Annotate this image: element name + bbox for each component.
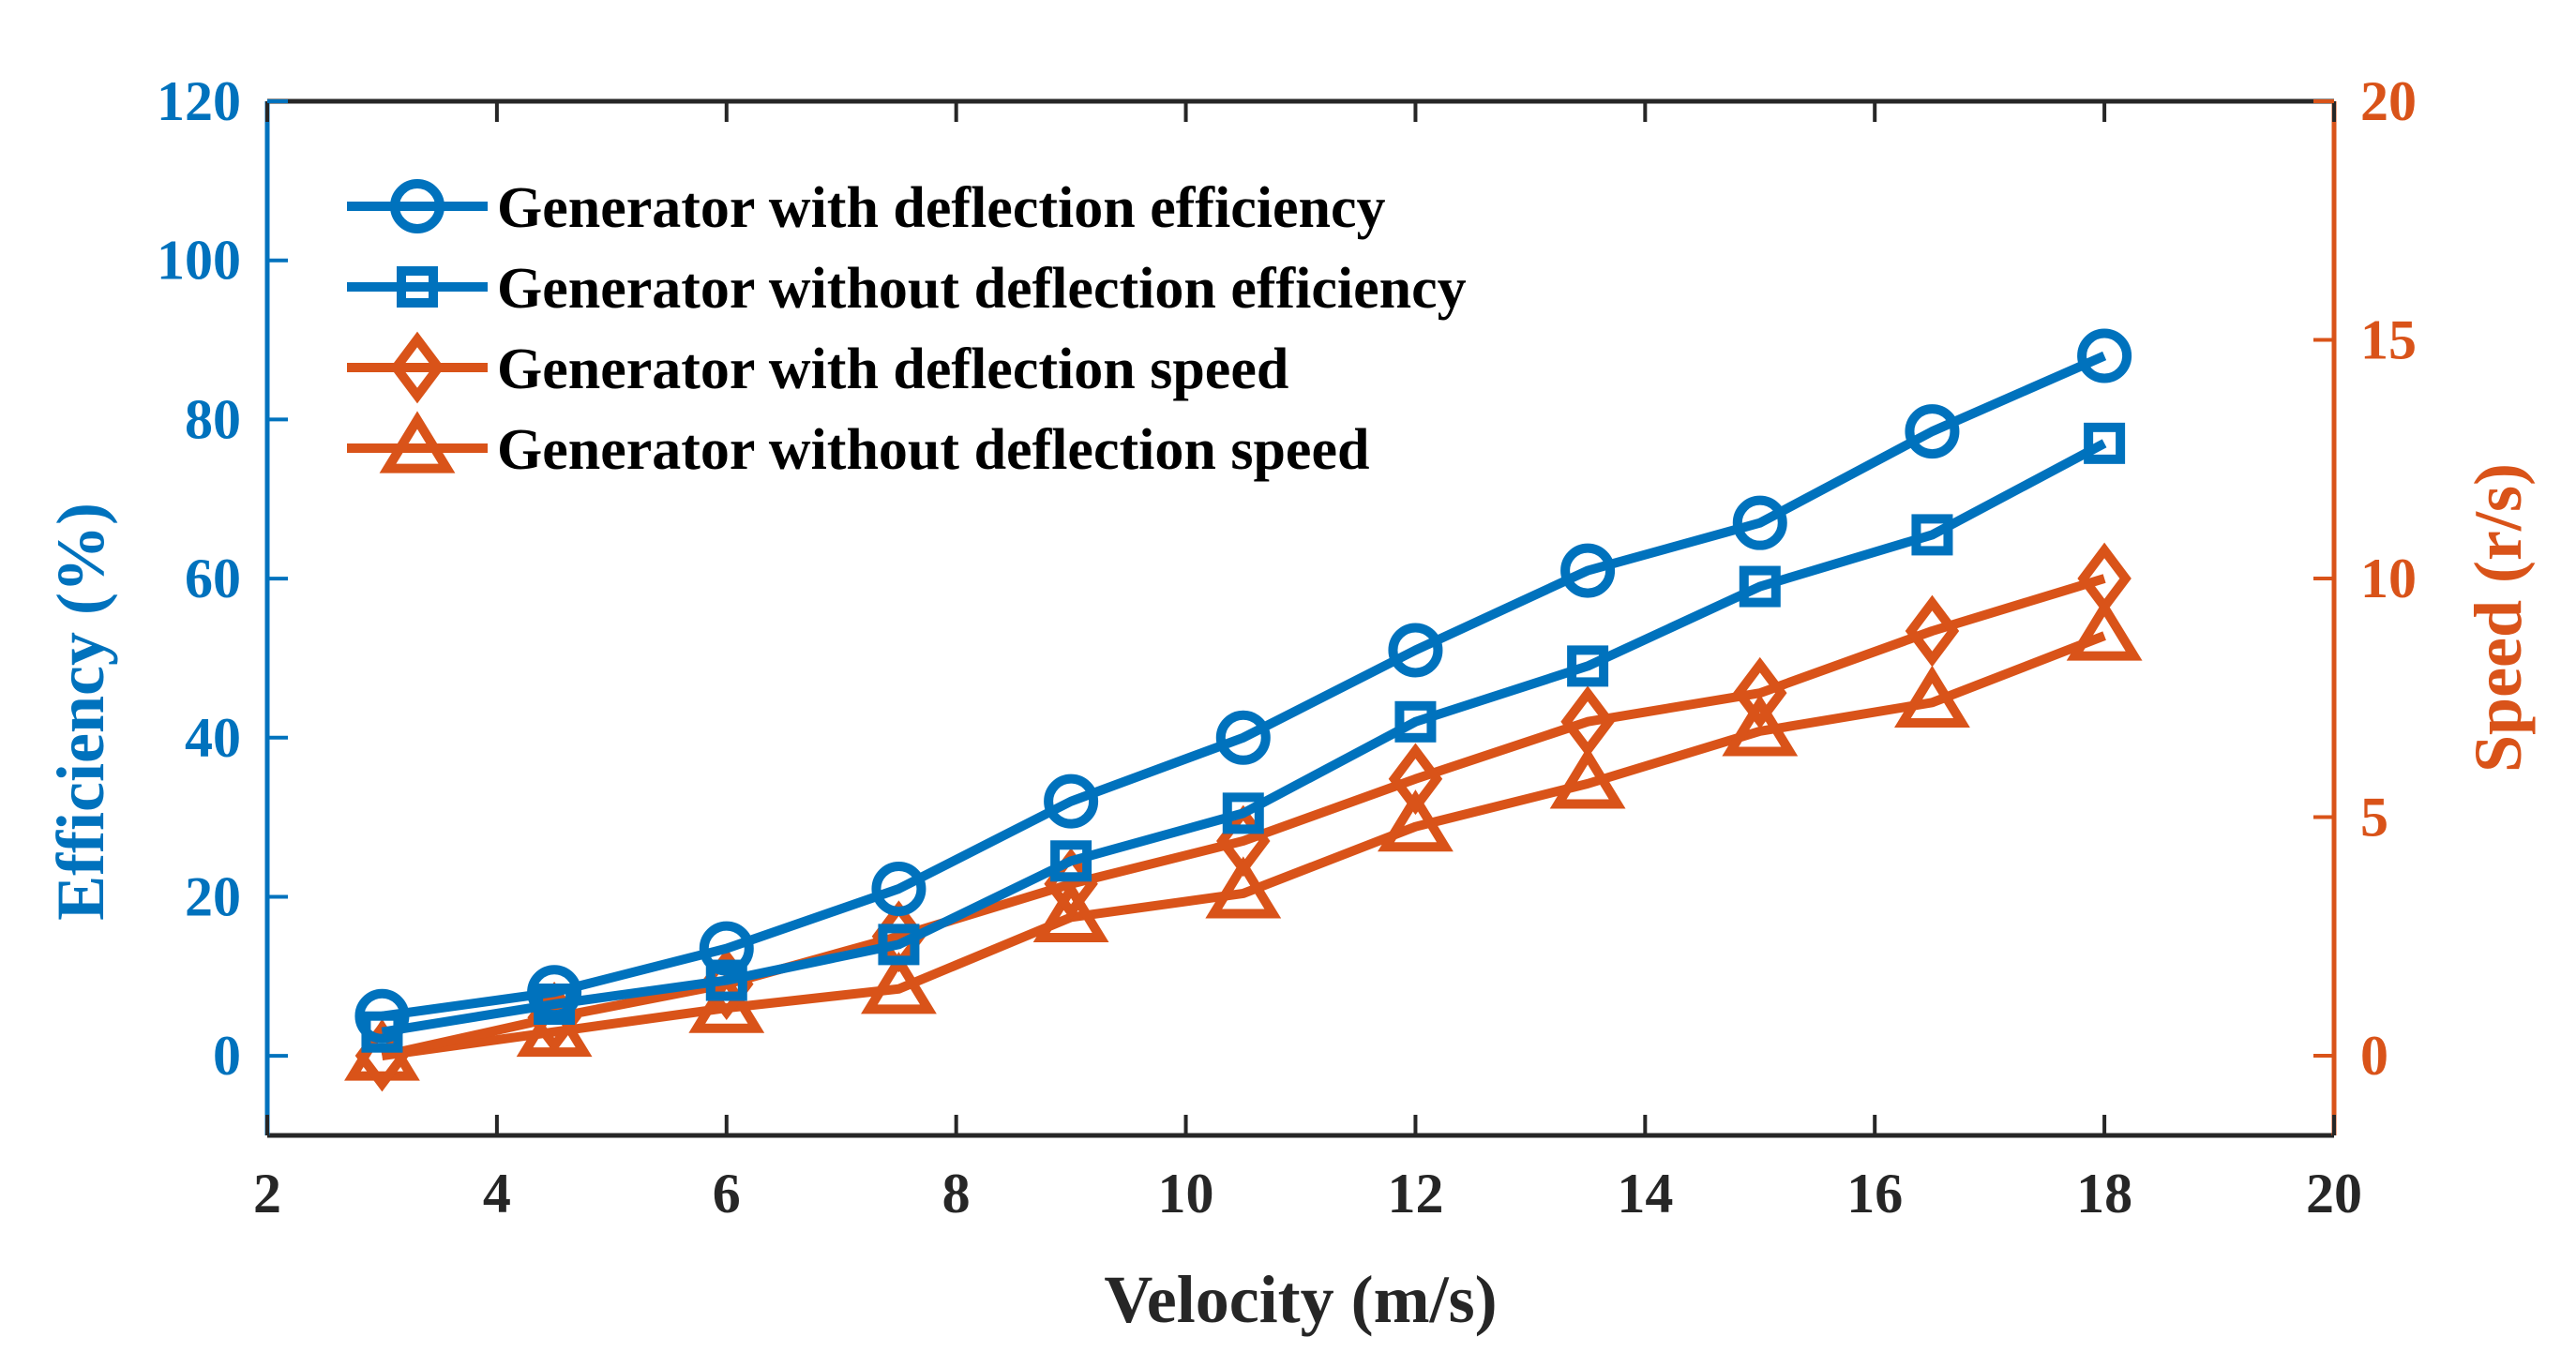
data-point-circle [1560,543,1616,598]
data-point-square [1222,792,1264,834]
data-point-square [1050,840,1092,882]
data-point-diamond [1560,685,1615,759]
legend-marker-triangle [379,411,456,473]
data-point-square [878,924,920,966]
legend-marker-square [397,266,438,308]
legend-entry: Generator without deflection efficiency [347,257,1467,321]
x-tick-label: 16 [1846,1163,1903,1224]
data-point-diamond [2077,542,2132,615]
y-right-tick-label: 20 [2360,70,2417,132]
data-point-circle [699,921,754,976]
x-tick-label: 14 [1617,1163,1673,1224]
data-point-square [705,959,747,1001]
data-point-triangle [1032,879,1109,942]
y-right-axis-label: Speed (r/s) [2461,463,2536,773]
data-point-triangle [861,952,937,1014]
data-point-diamond [1733,656,1787,729]
x-tick-label: 8 [942,1163,971,1224]
legend: Generator with deflection efficiency Gene… [347,176,1467,482]
y-left-axis-label: Efficiency (%) [43,503,118,921]
data-point-circle [2077,328,2132,383]
data-point-circle [1905,404,1960,459]
x-tick-label: 18 [2076,1163,2132,1224]
legend-label: Generator with deflection speed [497,338,1288,401]
data-point-diamond [1388,743,1443,816]
data-point-circle [527,965,582,1020]
x-tick-label: 4 [483,1163,511,1224]
legend-marker-circle [390,179,444,233]
legend-label: Generator without deflection speed [497,418,1369,482]
data-point-triangle [1894,665,1970,728]
data-point-circle [1215,710,1271,765]
data-point-circle [1044,774,1099,829]
x-tick-label: 2 [253,1163,281,1224]
series-circle [354,328,2132,1044]
data-point-circle [354,988,410,1044]
legend-marker-diamond [390,331,444,404]
data-point-triangle [2066,598,2143,661]
series-line [381,574,2106,1060]
data-point-triangle [1549,746,1626,809]
data-point-square [1394,700,1437,743]
legend-entry: Generator with deflection speed [347,331,1288,404]
legend-entry: Generator with deflection efficiency [347,176,1386,240]
y-left-tick-label: 60 [185,548,241,609]
data-point-triangle [1722,694,1799,757]
data-point-circle [871,861,926,916]
data-point-circle [1732,495,1787,550]
data-point-triangle [1378,789,1454,852]
x-tick-label: 6 [713,1163,741,1224]
series-line [381,439,2107,1037]
legend-label: Generator without deflection efficiency [497,257,1467,321]
x-axis-label: Velocity (m/s) [1104,1262,1497,1337]
data-point-square [1567,645,1609,687]
y-left-tick-label: 120 [157,70,241,132]
series-line [381,351,2107,1021]
x-tick-label: 10 [1158,1163,1214,1224]
y-right-tick-label: 0 [2360,1025,2388,1087]
data-point-triangle [1205,856,1282,919]
legend-entry: Generator without deflection speed [347,411,1369,482]
y-left-tick-label: 80 [185,388,241,450]
y-left-tick-label: 40 [185,707,241,769]
y-right-tick-label: 15 [2360,308,2417,370]
data-point-circle [1388,623,1443,678]
y-right-tick-label: 10 [2360,548,2417,609]
y-left-tick-label: 100 [157,230,241,292]
data-point-diamond [1905,594,1960,668]
series-line [381,631,2106,1060]
data-point-triangle [688,970,765,1033]
y-left-tick-label: 20 [185,865,241,927]
data-point-square [1739,565,1781,608]
y-left-tick-label: 0 [213,1025,241,1087]
data-point-square [2084,422,2126,464]
data-point-square [1911,514,1953,556]
y-right-tick-label: 5 [2360,786,2388,848]
legend-label: Generator with deflection efficiency [497,176,1386,240]
x-tick-label: 12 [1387,1163,1443,1224]
x-tick-label: 20 [2306,1163,2362,1224]
